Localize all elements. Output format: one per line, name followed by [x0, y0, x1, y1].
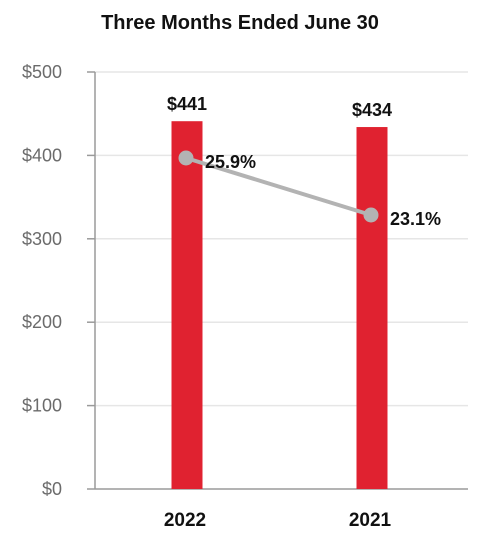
y-axis-ticks: $0 $100 $200 $300 $400 $500: [22, 62, 95, 499]
percent-point: [178, 150, 194, 166]
bar-value-label: $441: [167, 94, 207, 114]
value-labels: $441 $434 25.9% 23.1%: [167, 94, 441, 229]
percent-label: 25.9%: [205, 152, 256, 172]
y-tick-label: $400: [22, 145, 62, 165]
percent-label: 23.1%: [390, 209, 441, 229]
y-tick-label: $200: [22, 312, 62, 332]
bars: [171, 121, 388, 490]
percent-point: [363, 207, 379, 223]
bar: [171, 121, 203, 490]
y-tick-label: $100: [22, 396, 62, 416]
percent-line-series: [178, 150, 379, 223]
percent-line: [185, 156, 372, 217]
y-tick-label: $500: [22, 62, 62, 82]
x-category-label: 2021: [349, 510, 392, 531]
y-tick-label: $0: [42, 479, 62, 499]
bar: [356, 127, 388, 489]
bar-value-label: $434: [352, 100, 392, 120]
y-tick-label: $300: [22, 229, 62, 249]
x-axis-categories: 2022 2021: [164, 510, 392, 531]
chart-title: Three Months Ended June 30: [101, 12, 379, 34]
x-category-label: 2022: [164, 510, 206, 531]
gridlines: [95, 71, 468, 407]
